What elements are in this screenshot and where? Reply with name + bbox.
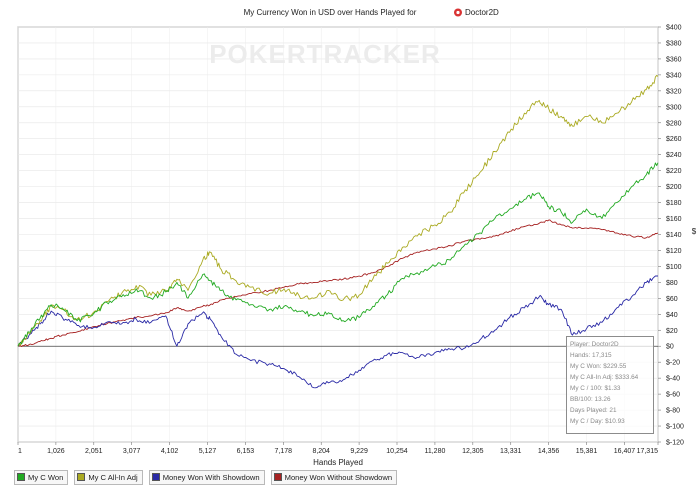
series-line-nonshowdown (17, 219, 659, 348)
stat-days: Days Played: 21 (570, 407, 617, 414)
series-line-showdown (17, 275, 658, 389)
x-tick-label: 6,153 (237, 448, 255, 455)
player-name-title: Doctor2D (465, 8, 499, 17)
y-tick-label: $300 (666, 104, 682, 111)
legend-label-showdown: Money Won With Showdown (162, 472, 260, 482)
y-tick-label: $-20 (666, 360, 680, 367)
legend-label-allin: My C All-In Adj (88, 472, 138, 482)
legend-swatch-won (17, 473, 25, 481)
y-tick-label: $-80 (666, 408, 680, 415)
x-tick-label: 12,305 (462, 448, 484, 455)
y-tick-label: $380 (666, 40, 682, 47)
x-axis-label: Hands Played (313, 458, 363, 467)
y-tick-label: $280 (666, 120, 682, 127)
x-tick-label: 17,315 (637, 448, 659, 455)
legend: My C Won My C All-In Adj Money Won With … (14, 469, 686, 485)
stat-bb100: BB/100: 13.26 (570, 396, 611, 403)
x-tick-label: 2,051 (85, 448, 103, 455)
x-tick-label: 8,204 (312, 448, 330, 455)
x-tick-label: 15,381 (576, 448, 598, 455)
y-tick-label: $-40 (666, 376, 680, 383)
series-line-won (17, 162, 659, 347)
y-tick-label: $320 (666, 88, 682, 95)
stat-perday: My C / Day: $10.93 (570, 418, 625, 425)
poker-chip-icon (454, 8, 462, 17)
y-tick-label: $180 (666, 200, 682, 207)
x-tick-label: 5,127 (199, 448, 217, 455)
grid-lines (17, 26, 659, 443)
y-tick-label: $160 (666, 216, 682, 223)
legend-swatch-nonshowdown (273, 473, 282, 481)
x-tick-label: 4,102 (161, 448, 179, 455)
y-tick-label: $120 (666, 248, 682, 255)
y-tick-label: $0 (666, 344, 674, 351)
legend-item-allin[interactable]: My C All-In Adj (74, 469, 143, 485)
y-tick-label: $60 (666, 296, 678, 303)
y-tick-label: $-60 (666, 392, 680, 399)
y-axis-ticks: $400 $380 $360 $340 $320 $300 $280 $260 $240 $220… (658, 25, 684, 447)
x-tick-label: 3,077 (123, 448, 141, 455)
stat-hands: Hands: 17,315 (570, 352, 612, 359)
stats-box: Player: Doctor2D Hands: 17,315 My C Won:… (566, 336, 654, 434)
stat-allin: My C All-In Adj: $333.64 (570, 374, 639, 381)
x-tick-label: 1 (18, 448, 22, 455)
y-tick-label: $140 (666, 232, 682, 239)
y-tick-label: $-120 (666, 440, 684, 447)
y-tick-label: $200 (666, 184, 682, 191)
chart-title: My Currency Won in USD over Hands Played… (244, 8, 417, 17)
x-axis-ticks: 1 1,026 2,051 3,077 4,102 5,127 6,153 7,178 8,20… (17, 442, 659, 455)
y-tick-label: $360 (666, 56, 682, 63)
y-tick-label: $40 (666, 312, 678, 319)
y-axis-label: $ (692, 227, 697, 236)
series-line-allin (17, 74, 659, 347)
legend-label-nonshowdown: Money Won Without Showdown (284, 472, 393, 482)
y-tick-label: $220 (666, 168, 682, 175)
legend-item-won[interactable]: My C Won (14, 469, 69, 485)
x-tick-label: 16,407 (614, 448, 636, 455)
x-tick-label: 14,356 (538, 448, 560, 455)
legend-label-won: My C Won (28, 472, 64, 482)
x-tick-label: 13,331 (500, 448, 522, 455)
y-tick-label: $100 (666, 264, 682, 271)
x-tick-label: 9,229 (350, 448, 368, 455)
y-tick-label: $240 (666, 152, 682, 159)
y-tick-label: $340 (666, 72, 682, 79)
legend-swatch-showdown (151, 473, 160, 481)
legend-item-showdown[interactable]: Money Won With Showdown (148, 469, 265, 485)
x-tick-label: 10,254 (386, 448, 408, 455)
y-tick-label: $260 (666, 136, 682, 143)
stat-player: Player: Doctor2D (570, 341, 619, 348)
y-tick-label: $80 (666, 280, 678, 287)
stat-per100: My C / 100: $1.33 (570, 385, 621, 392)
series-layer (17, 74, 659, 389)
legend-item-nonshowdown[interactable]: Money Won Without Showdown (270, 469, 398, 485)
x-tick-label: 11,280 (424, 448, 445, 455)
y-tick-label: $-100 (666, 424, 684, 431)
x-tick-label: 7,178 (275, 448, 293, 455)
stat-won: My C Won: $229.55 (570, 363, 627, 370)
y-tick-label: $20 (666, 328, 678, 335)
watermark: POKERTRACKER (209, 39, 441, 69)
x-tick-label: 1,026 (47, 448, 65, 455)
y-tick-label: $400 (666, 25, 682, 32)
legend-swatch-allin (77, 473, 86, 481)
